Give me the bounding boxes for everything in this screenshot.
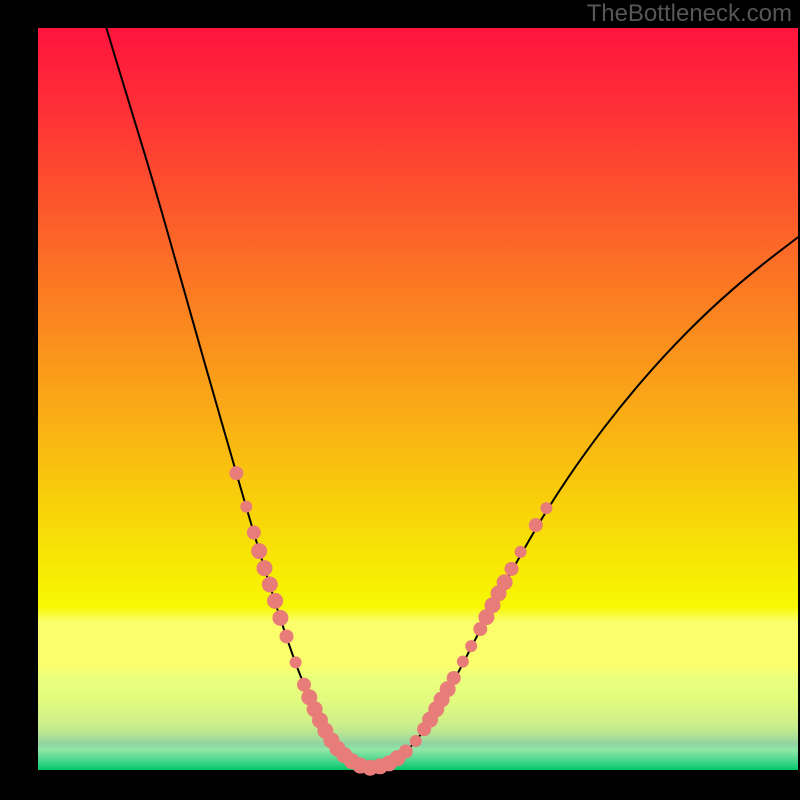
data-point	[529, 518, 543, 532]
data-point	[399, 744, 413, 758]
data-point	[256, 560, 272, 576]
chart-svg	[0, 0, 800, 800]
data-point	[247, 526, 261, 540]
data-point	[229, 466, 243, 480]
data-point	[262, 577, 278, 593]
data-point	[267, 593, 283, 609]
data-point	[515, 546, 527, 558]
data-point	[540, 502, 552, 514]
data-point	[280, 629, 294, 643]
gradient-background	[38, 28, 798, 770]
data-point	[410, 735, 422, 747]
data-point	[447, 671, 461, 685]
data-point	[465, 640, 477, 652]
data-point	[272, 610, 288, 626]
data-point	[497, 574, 513, 590]
data-point	[251, 543, 267, 559]
green-strip	[38, 744, 798, 770]
data-point	[457, 656, 469, 668]
data-point	[240, 501, 252, 513]
data-point	[504, 562, 518, 576]
data-point	[290, 656, 302, 668]
watermark-text: TheBottleneck.com	[587, 0, 792, 28]
